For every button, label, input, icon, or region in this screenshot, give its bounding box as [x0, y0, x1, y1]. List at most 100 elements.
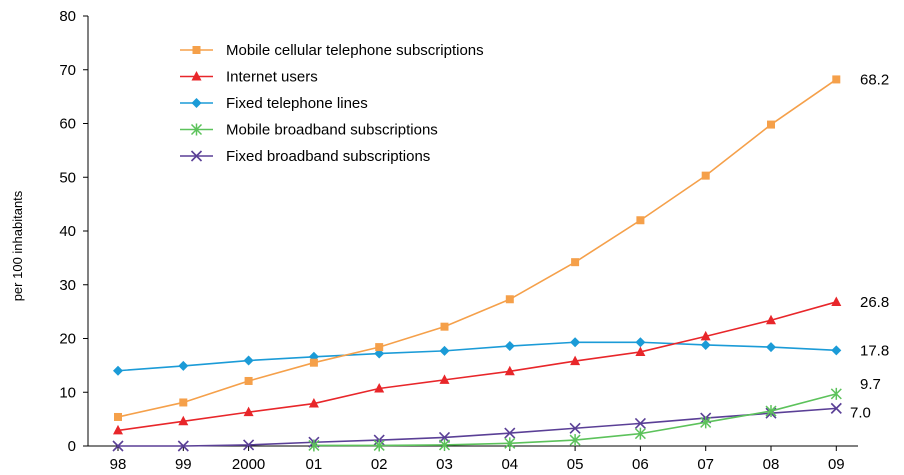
data-point [113, 424, 123, 435]
y-tick-label: 20 [59, 331, 76, 348]
legend-marker [191, 71, 202, 81]
data-point [178, 360, 189, 371]
data-point [504, 341, 515, 352]
data-point [373, 439, 385, 452]
data-point [634, 427, 646, 440]
y-tick-label: 80 [59, 8, 76, 25]
series-line [117, 341, 837, 372]
data-point [635, 346, 646, 356]
data-point [571, 258, 580, 267]
data-point [504, 437, 516, 450]
legend-item: Mobile cellular telephone subscriptions [180, 42, 484, 59]
y-tick-label: 10 [59, 384, 76, 401]
x-tick-label: 04 [501, 456, 518, 473]
data-point [244, 376, 253, 385]
data-point [830, 387, 842, 400]
y-tick-label: 60 [59, 116, 76, 133]
data-point [832, 75, 841, 84]
data-point [765, 405, 777, 418]
data-point [308, 398, 319, 408]
data-point [700, 339, 711, 350]
data-point [569, 434, 581, 447]
data-point [114, 412, 122, 421]
x-tick-label: 02 [371, 456, 388, 473]
y-tick-label: 30 [59, 277, 76, 294]
data-point [439, 345, 450, 356]
chart-end-labels: 68.2 26.8 17.8 9.7 7.0 [850, 71, 889, 421]
legend-marker [190, 123, 203, 136]
series-3 [308, 387, 842, 452]
data-point [830, 402, 842, 414]
series-0 [114, 75, 841, 421]
data-point [178, 415, 189, 426]
data-point [766, 314, 776, 325]
y-tick-label: 40 [59, 223, 76, 240]
x-tick-label: 07 [697, 456, 714, 473]
chart-series [112, 75, 842, 452]
data-point [243, 439, 255, 451]
x-tick-label: 06 [632, 456, 649, 473]
legend-label: Fixed telephone lines [226, 95, 368, 112]
legend-item: Fixed telephone lines [180, 95, 368, 112]
data-point [112, 440, 124, 452]
data-point [635, 337, 646, 348]
data-point [439, 374, 450, 384]
x-tick-label: 05 [567, 456, 584, 473]
x-tick-label: 03 [436, 456, 453, 473]
y-tick-label: 70 [59, 62, 76, 79]
data-point [831, 345, 842, 356]
end-label: 26.8 [860, 294, 889, 311]
data-point [438, 438, 451, 451]
end-label: 17.8 [860, 342, 889, 359]
data-point [179, 398, 188, 407]
data-point [113, 365, 123, 376]
series-2 [113, 337, 842, 376]
data-point [375, 343, 384, 352]
x-tick-label: 2000 [232, 456, 265, 473]
data-point [831, 296, 842, 306]
data-point [505, 295, 514, 304]
end-label: 7.0 [850, 404, 871, 421]
data-point [308, 439, 320, 452]
legend-item: Fixed broadband subscriptions [180, 148, 430, 165]
end-label: 68.2 [860, 71, 889, 88]
series-4 [112, 402, 842, 452]
legend-label: Mobile broadband subscriptions [226, 122, 438, 139]
chart-ticks: 0 10 20 30 40 50 60 70 80 98 99 2000 01 02 03 04 05 06 07 0… [59, 8, 844, 473]
chart-legend: Mobile cellular telephone subscriptions I… [180, 42, 484, 165]
data-point [700, 330, 711, 341]
chart-axes [87, 16, 858, 447]
data-point [570, 337, 581, 348]
legend-marker [192, 46, 201, 54]
series-line [117, 301, 837, 432]
legend-marker [190, 150, 203, 162]
y-axis-title: per 100 inhabitants [10, 190, 25, 301]
x-tick-label: 08 [763, 456, 780, 473]
end-label: 9.7 [860, 376, 881, 393]
data-point [701, 171, 710, 180]
data-point [504, 365, 515, 376]
data-point [440, 322, 449, 331]
x-tick-label: 98 [110, 456, 127, 473]
data-point [243, 355, 254, 366]
data-point [504, 427, 516, 439]
y-tick-label: 0 [68, 438, 76, 455]
series-1 [113, 296, 842, 435]
legend-item: Mobile broadband subscriptions [180, 122, 438, 139]
legend-label: Mobile cellular telephone subscriptions [226, 42, 484, 59]
data-point [634, 417, 646, 429]
legend-label: Internet users [226, 69, 318, 86]
data-point [569, 422, 581, 434]
x-tick-label: 09 [828, 456, 845, 473]
y-tick-label: 50 [59, 169, 76, 186]
data-point [766, 342, 776, 353]
data-point [309, 358, 318, 367]
legend-item: Internet users [180, 69, 318, 86]
data-point [636, 216, 645, 225]
x-tick-label: 99 [175, 456, 192, 473]
legend-marker [191, 98, 202, 108]
data-point [177, 440, 189, 452]
series-line [117, 78, 837, 418]
series-line [118, 407, 837, 447]
